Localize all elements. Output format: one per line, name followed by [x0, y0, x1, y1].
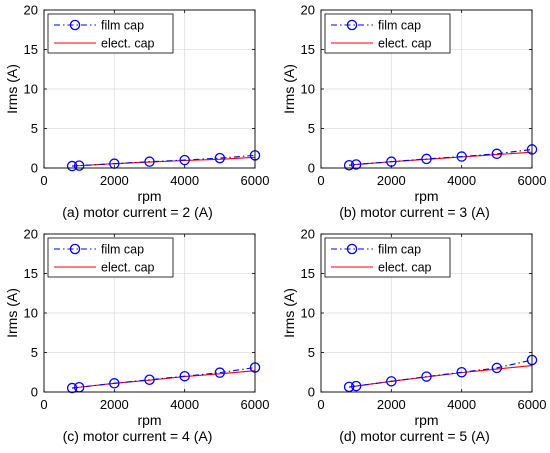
y-tick-label: 10 — [301, 306, 315, 321]
data-point — [421, 371, 432, 382]
data-point — [73, 160, 85, 171]
data-point — [144, 156, 155, 167]
y-tick-label: 10 — [24, 82, 38, 97]
x-tick-label: 6000 — [241, 397, 270, 412]
y-tick-label: 5 — [308, 345, 315, 360]
x-tick-label: 4000 — [170, 173, 199, 188]
chart-panel: 0 2000 4000 6000 0 5 10 15 20 rpm Irms (A) (d) moto… — [281, 227, 546, 445]
y-tick-label: 15 — [301, 42, 315, 57]
x-tick-label: 2000 — [100, 173, 129, 188]
data-point — [214, 367, 226, 378]
data-point — [421, 153, 432, 165]
legend-marker — [346, 19, 358, 31]
panel-caption: (a) motor current = 2 (A) — [62, 204, 213, 220]
x-axis-label: rpm — [137, 188, 161, 204]
data-point — [343, 381, 355, 393]
y-tick-label: 20 — [24, 227, 38, 242]
x-tick-label: 2000 — [377, 397, 406, 412]
x-tick-label: 0 — [40, 173, 47, 188]
y-tick-label: 10 — [301, 82, 315, 97]
data-point — [179, 154, 190, 166]
legend-label: elect. cap — [101, 37, 155, 51]
series-line — [349, 148, 533, 166]
series-line — [349, 359, 533, 388]
x-tick-label: 0 — [317, 173, 324, 188]
data-point — [343, 159, 355, 171]
legend-marker — [346, 243, 358, 255]
y-tick-label: 15 — [301, 266, 315, 281]
y-tick-label: 15 — [24, 266, 38, 281]
data-point — [386, 376, 397, 387]
legend-label: elect. cap — [101, 261, 155, 275]
panel-caption: (b) motor current = 3 (A) — [339, 204, 490, 220]
data-point — [456, 366, 467, 378]
data-point — [350, 159, 362, 170]
series-line — [72, 154, 256, 167]
y-tick-label: 20 — [24, 3, 38, 18]
y-tick-label: 0 — [31, 161, 38, 176]
legend-marker — [69, 243, 81, 255]
data-point — [109, 378, 120, 389]
data-point — [491, 148, 503, 160]
y-tick-label: 5 — [31, 345, 38, 360]
y-tick-label: 15 — [24, 42, 38, 57]
y-tick-label: 0 — [31, 385, 38, 400]
y-axis-label: Irms (A) — [4, 64, 20, 114]
x-tick-label: 4000 — [447, 173, 476, 188]
legend-label: film cap — [378, 243, 421, 257]
x-tick-label: 0 — [317, 397, 324, 412]
data-point — [144, 374, 155, 386]
x-tick-label: 6000 — [518, 397, 547, 412]
data-point — [350, 380, 362, 392]
legend-marker — [69, 19, 81, 31]
chart-panel: 0 2000 4000 6000 0 5 10 15 20 rpm Irms (A) (b) moto… — [281, 3, 546, 221]
y-tick-label: 0 — [308, 161, 315, 176]
data-point — [179, 370, 190, 382]
y-axis-label: Irms (A) — [281, 288, 297, 338]
data-point — [66, 160, 78, 172]
legend-label: elect. cap — [378, 37, 432, 51]
panel-caption: (d) motor current = 5 (A) — [339, 428, 490, 444]
x-tick-label: 2000 — [377, 173, 406, 188]
x-tick-label: 6000 — [241, 173, 270, 188]
data-point — [456, 151, 467, 162]
y-axis-label: Irms (A) — [281, 64, 297, 114]
data-point — [491, 362, 503, 374]
legend: film cap elect. cap — [47, 13, 174, 54]
legend-box — [47, 237, 174, 278]
legend: film cap elect. cap — [324, 237, 451, 278]
x-tick-label: 6000 — [518, 173, 547, 188]
legend-label: film cap — [101, 243, 144, 257]
y-axis-label: Irms (A) — [4, 288, 20, 338]
legend-box — [47, 13, 174, 54]
legend-label: film cap — [378, 19, 421, 33]
legend-box — [324, 13, 451, 54]
x-tick-label: 4000 — [170, 397, 199, 412]
y-tick-label: 20 — [301, 3, 315, 18]
y-tick-label: 20 — [301, 227, 315, 242]
legend-label: film cap — [101, 19, 144, 33]
chart-panel: 0 2000 4000 6000 0 5 10 15 20 rpm Irms (A) (c) moto… — [4, 227, 269, 445]
legend: film cap elect. cap — [47, 237, 174, 278]
x-axis-label: rpm — [414, 412, 438, 428]
x-axis-label: rpm — [414, 188, 438, 204]
x-axis-label: rpm — [137, 412, 161, 428]
panel-caption: (c) motor current = 4 (A) — [63, 428, 213, 444]
legend-label: elect. cap — [378, 261, 432, 275]
y-tick-label: 10 — [24, 306, 38, 321]
legend-box — [324, 237, 451, 278]
data-point — [66, 382, 78, 394]
y-tick-label: 5 — [31, 121, 38, 136]
x-tick-label: 0 — [40, 397, 47, 412]
y-tick-label: 0 — [308, 385, 315, 400]
legend: film cap elect. cap — [324, 13, 451, 54]
y-tick-label: 5 — [308, 121, 315, 136]
x-tick-label: 2000 — [100, 397, 129, 412]
series-line — [72, 366, 256, 389]
chart-panel: 0 2000 4000 6000 0 5 10 15 20 rpm Irms (A) (a) moto… — [4, 3, 269, 221]
x-tick-label: 4000 — [447, 397, 476, 412]
data-point — [214, 152, 226, 164]
